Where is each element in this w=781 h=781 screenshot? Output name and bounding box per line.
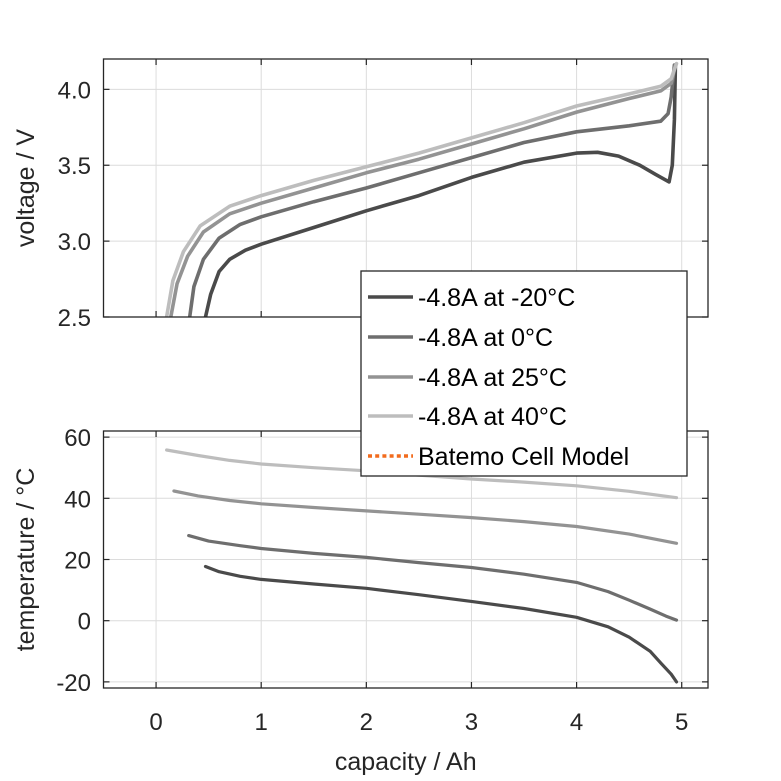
legend-entries: -4.8A at -20°C -4.8A at 0°C -4.8A at 25°C -… <box>368 284 629 471</box>
capacity-xtick-label: 0 <box>149 709 162 736</box>
capacity-xtick-label: 5 <box>675 709 688 736</box>
voltage-ytick-labels: 2.5 3.0 3.5 4.0 <box>58 77 91 332</box>
temperature-ytick-label: 0 <box>78 609 91 636</box>
temperature-series-line <box>172 489 679 545</box>
voltage-series-line <box>164 61 679 317</box>
voltage-ylabel: voltage / V <box>12 129 40 247</box>
voltage-series-line <box>169 63 678 317</box>
voltage-axes: 2.5 3.0 3.5 4.0 voltage / V <box>12 58 709 332</box>
legend-label: -4.8A at -20°C <box>418 284 575 312</box>
voltage-ytick-label: 4.0 <box>58 77 91 104</box>
temperature-series-line <box>203 564 679 684</box>
legend-entry: -4.8A at 40°C <box>368 403 567 431</box>
legend-entry: -4.8A at 0°C <box>368 324 553 352</box>
voltage-ytick-label: 3.5 <box>58 153 91 180</box>
capacity-xtick-label: 1 <box>255 709 268 736</box>
voltage-series-line <box>203 63 678 317</box>
legend-box <box>360 270 688 477</box>
legend: -4.8A at -20°C -4.8A at 0°C -4.8A at 25°C -… <box>360 270 688 477</box>
legend-label: Batemo Cell Model <box>418 443 629 471</box>
voltage-series-line <box>187 63 677 317</box>
capacity-xtick-label: 4 <box>570 709 583 736</box>
temperature-ytick-label: -20 <box>56 670 91 697</box>
voltage-ytick-label: 3.0 <box>58 229 91 256</box>
capacity-xtick-labels: 0 1 2 3 4 5 <box>149 709 688 736</box>
legend-entry: Batemo Cell Model <box>368 443 629 471</box>
voltage-ytick-label: 2.5 <box>58 305 91 332</box>
capacity-xtick-label: 3 <box>465 709 478 736</box>
temperature-ytick-label: 20 <box>64 548 91 575</box>
legend-label: -4.8A at 40°C <box>418 403 567 431</box>
temperature-series-line <box>187 534 679 622</box>
temperature-ytick-label: 60 <box>64 425 91 452</box>
temperature-ytick-label: 40 <box>64 486 91 513</box>
temperature-ylabel: temperature / °C <box>12 468 40 652</box>
capacity-xlabel: capacity / Ah <box>335 748 477 776</box>
legend-entry: -4.8A at -20°C <box>368 284 575 312</box>
temperature-series <box>165 448 679 684</box>
temperature-ytick-labels: -20 0 20 40 60 <box>56 425 91 697</box>
voltage-series <box>164 61 679 317</box>
capacity-xtick-label: 2 <box>360 709 373 736</box>
legend-label: -4.8A at 0°C <box>418 324 553 352</box>
legend-label: -4.8A at 25°C <box>418 364 567 392</box>
temperature-axes: -20 0 20 40 60 0 1 2 3 4 5 temperature / °C capac… <box>12 425 709 776</box>
legend-entry: -4.8A at 25°C <box>368 364 567 392</box>
